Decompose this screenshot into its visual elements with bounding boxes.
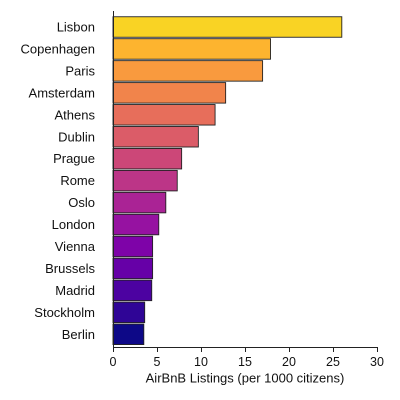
category-label-athens: Athens (55, 107, 96, 122)
bar-brussels (112, 257, 154, 280)
x-ticks-group: 0 5 10 15 20 25 30 (110, 347, 384, 369)
category-label-madrid: Madrid (55, 283, 95, 298)
bar-rome (112, 169, 178, 192)
category-label-dublin: Dublin (58, 129, 95, 144)
category-label-prague: Prague (53, 151, 95, 166)
x-tick-label: 25 (326, 355, 340, 369)
category-labels-group: Lisbon Copenhagen Paris Amsterdam Athens Dubl… (21, 20, 96, 342)
category-label-amsterdam: Amsterdam (29, 85, 95, 100)
category-label-vienna: Vienna (55, 239, 96, 254)
category-label-lisbon: Lisbon (57, 20, 95, 35)
x-axis-label: AirBnB Listings (per 1000 citizens) (146, 371, 345, 386)
bar-london (112, 213, 160, 236)
bar-paris (112, 60, 264, 82)
category-label-copenhagen: Copenhagen (21, 41, 95, 56)
category-label-brussels: Brussels (45, 261, 95, 276)
bar-oslo (112, 191, 167, 214)
bar-prague (112, 147, 183, 170)
x-tick-label: 5 (154, 355, 161, 369)
category-label-oslo: Oslo (68, 195, 95, 210)
bar-lisbon (112, 16, 343, 38)
bars-group (112, 16, 343, 345)
x-tick-label: 20 (282, 355, 296, 369)
bar-amsterdam (112, 82, 227, 104)
bar-stockholm (112, 301, 146, 324)
category-label-stockholm: Stockholm (34, 305, 95, 320)
x-tick-label: 15 (238, 355, 252, 369)
category-label-paris: Paris (65, 63, 95, 78)
category-label-rome: Rome (60, 173, 95, 188)
bar-berlin (112, 323, 145, 345)
bar-madrid (112, 279, 153, 302)
bar-vienna (112, 235, 154, 258)
category-label-berlin: Berlin (62, 327, 95, 342)
category-label-london: London (52, 217, 95, 232)
bar-athens (112, 104, 216, 126)
bar-copenhagen (112, 38, 271, 60)
x-tick-label: 0 (110, 355, 117, 369)
x-tick-label: 10 (194, 355, 208, 369)
bar-dublin (112, 126, 199, 148)
x-tick-label: 30 (370, 355, 384, 369)
